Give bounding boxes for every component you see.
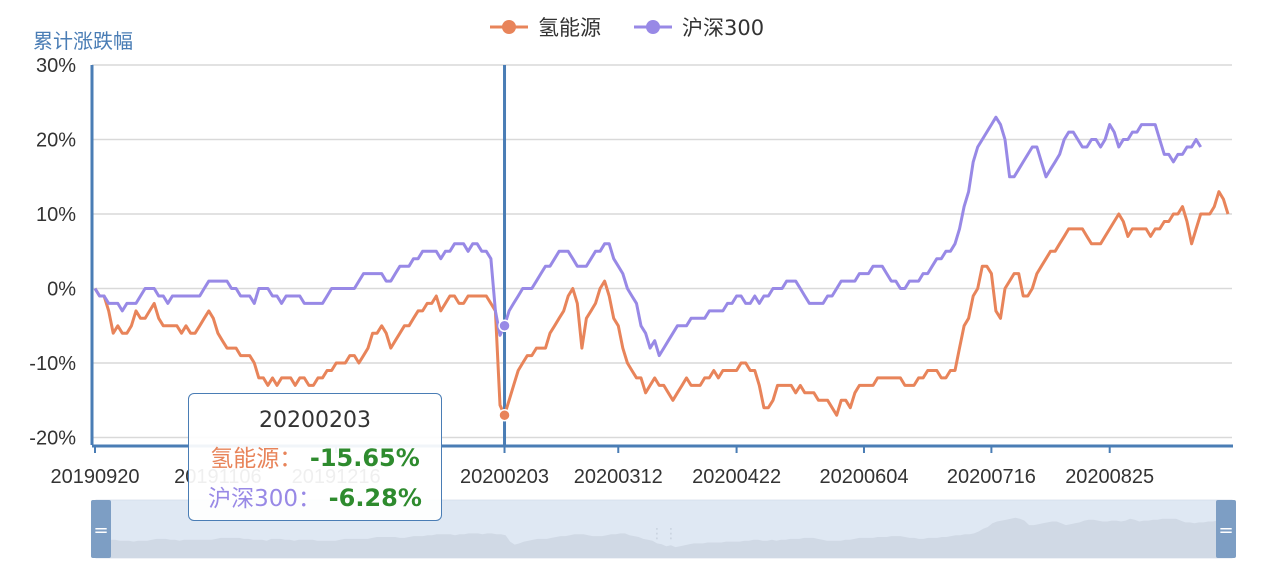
series-points bbox=[498, 319, 511, 422]
y-tick-label: -20% bbox=[29, 428, 76, 450]
y-tick-label: 10% bbox=[36, 204, 76, 226]
handle-grip-icon: = bbox=[93, 520, 108, 541]
slider-grip-icon[interactable]: ⋮⋮ bbox=[650, 526, 678, 542]
tooltip-row-qingnengyuan: 氢能源： -15.65% bbox=[189, 439, 441, 473]
tooltip: 20200203 氢能源： -15.65% 沪深300： -6.28% bbox=[188, 393, 442, 521]
tooltip-series-value: -15.65% bbox=[309, 444, 420, 472]
slider-preview-area bbox=[106, 517, 1222, 558]
legend-label: 氢能源 bbox=[538, 16, 601, 40]
slider-handle-left[interactable]: = bbox=[91, 500, 111, 558]
x-tick-label: 20200203 bbox=[460, 466, 549, 488]
series-line-1[interactable] bbox=[93, 115, 1202, 358]
grid-lines bbox=[92, 64, 1232, 439]
y-axis-tick-labels: 30% 20% 10% 0% -10% -20% bbox=[29, 55, 76, 450]
legend-label: 沪深300 bbox=[682, 16, 764, 40]
x-tick-label: 20200716 bbox=[947, 466, 1036, 488]
tooltip-row-hs300: 沪深300： -6.28% bbox=[189, 479, 441, 513]
series-point-1 bbox=[498, 319, 511, 333]
x-tick-label: 20200825 bbox=[1065, 466, 1154, 488]
slider-handle-right[interactable]: = bbox=[1216, 500, 1236, 558]
tooltip-series-name: 沪深300 bbox=[208, 486, 299, 512]
y-tick-label: 20% bbox=[36, 130, 76, 152]
tooltip-series-value: -6.28% bbox=[328, 484, 422, 512]
legend-item-0[interactable]: 氢能源 bbox=[490, 16, 601, 40]
series-point-0 bbox=[498, 408, 511, 422]
x-tick-label: 20200422 bbox=[692, 466, 781, 488]
legend-dot-icon bbox=[646, 20, 660, 34]
x-tick-label: 20190920 bbox=[51, 466, 140, 488]
x-tick-label: 20200312 bbox=[574, 466, 663, 488]
legend-item-1[interactable]: 沪深300 bbox=[634, 16, 764, 40]
x-tick-label: 20200604 bbox=[819, 466, 908, 488]
tooltip-separator: ： bbox=[298, 486, 322, 512]
legend-dot-icon bbox=[502, 20, 516, 34]
y-tick-label: 30% bbox=[36, 55, 76, 77]
legend[interactable]: 氢能源 沪深300 bbox=[490, 16, 764, 40]
y-tick-label: -10% bbox=[29, 353, 76, 375]
y-axis-label: 累计涨跌幅 bbox=[33, 29, 133, 53]
tooltip-separator: ： bbox=[279, 446, 303, 472]
slider-handle-left-body[interactable] bbox=[91, 500, 111, 558]
tooltip-series-name: 氢能源 bbox=[210, 446, 280, 472]
series-line-0[interactable] bbox=[93, 190, 1230, 417]
slider-handle-right-body[interactable] bbox=[1216, 500, 1236, 558]
y-tick-label: 0% bbox=[47, 279, 76, 301]
tooltip-title: 20200203 bbox=[259, 408, 371, 433]
handle-grip-icon: = bbox=[1218, 520, 1233, 541]
series-lines[interactable] bbox=[93, 115, 1230, 417]
